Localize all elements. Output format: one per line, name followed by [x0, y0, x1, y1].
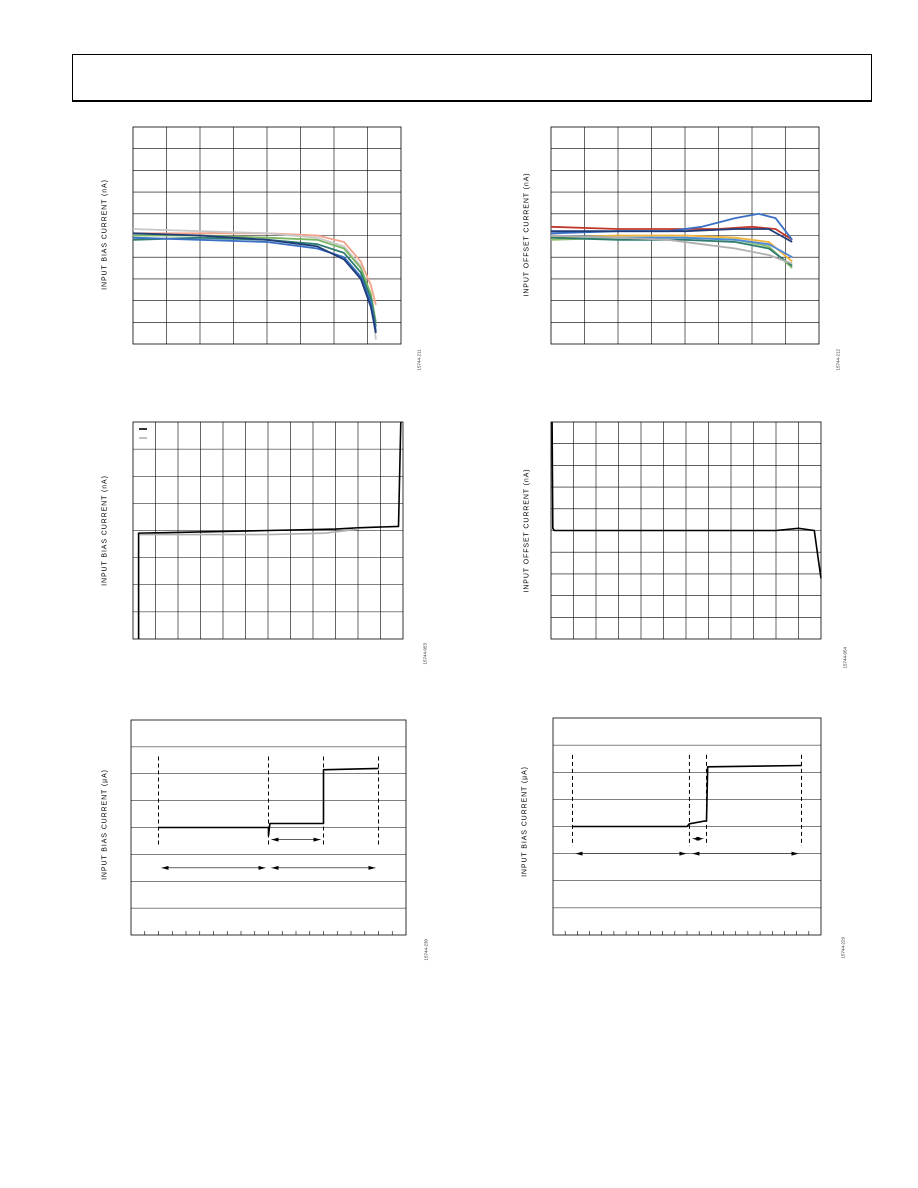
series-line-0: [158, 767, 379, 837]
series-line-0: [551, 421, 822, 579]
series-line-0: [137, 421, 402, 639]
arrow-head-left: [271, 865, 279, 870]
y-axis-label: INPUT BIAS CURRENT (µA): [101, 769, 109, 880]
figure-id: 15744-211: [416, 349, 422, 371]
y-axis-label: INPUT BIAS CURRENT (nA): [101, 475, 109, 586]
arrow-head-left: [271, 837, 279, 842]
series-line-2: [133, 234, 377, 323]
y-axis-label: INPUT BIAS CURRENT (nA): [101, 179, 109, 290]
series-line-5: [132, 232, 377, 334]
arrow-head-left: [692, 851, 700, 856]
figure-id: 15744-053: [422, 642, 428, 665]
figure-id: 15744-054: [842, 646, 848, 669]
y-axis-label: INPUT OFFSET CURRENT (nA): [523, 468, 531, 593]
series-line-4: [550, 236, 793, 269]
series-line-5: [550, 236, 793, 267]
figure-id: 15744-212: [835, 348, 841, 371]
series-line-6: [550, 234, 793, 258]
series-line-4: [132, 236, 377, 332]
page-header-box: [72, 54, 872, 102]
arrow-head-right: [791, 851, 799, 856]
figure-id: 15744-230: [423, 938, 429, 961]
series-line-7: [550, 234, 793, 265]
plot-frame: [132, 126, 402, 345]
figure-id: 15744-229: [840, 936, 846, 959]
plot-frame: [130, 719, 407, 936]
series-line-0: [572, 764, 802, 828]
series-line-3: [132, 236, 377, 327]
series-line-0: [550, 225, 793, 241]
arrow-head-left: [161, 865, 169, 870]
plot-frame: [550, 421, 822, 640]
arrow-head-right: [368, 865, 376, 870]
plot-frame: [552, 717, 822, 936]
arrow-head-right: [679, 851, 687, 856]
y-axis-label: INPUT OFFSET CURRENT (nA): [523, 172, 531, 297]
series-line-1: [550, 212, 793, 241]
arrow-head-left: [692, 836, 700, 841]
series-line-1: [132, 228, 377, 340]
arrow-head-right: [258, 865, 266, 870]
arrow-head-left: [575, 851, 583, 856]
series-line-1: [139, 528, 359, 536]
series-line-3: [550, 234, 793, 263]
arrow-head-right: [313, 837, 321, 842]
series-line-2: [551, 228, 793, 243]
y-axis-label: INPUT BIAS CURRENT (µA): [521, 766, 529, 877]
plot-frame: [132, 421, 404, 640]
series-line-0: [133, 232, 377, 306]
plot-frame: [550, 126, 820, 345]
arrow-head-right: [696, 836, 704, 841]
